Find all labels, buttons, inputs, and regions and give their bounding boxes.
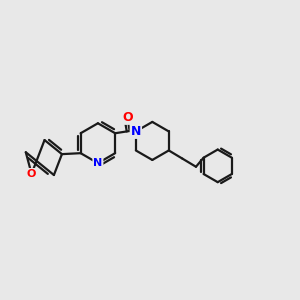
Text: N: N [93, 158, 103, 168]
Text: O: O [27, 169, 36, 179]
Text: N: N [130, 125, 141, 138]
Text: O: O [122, 111, 133, 124]
